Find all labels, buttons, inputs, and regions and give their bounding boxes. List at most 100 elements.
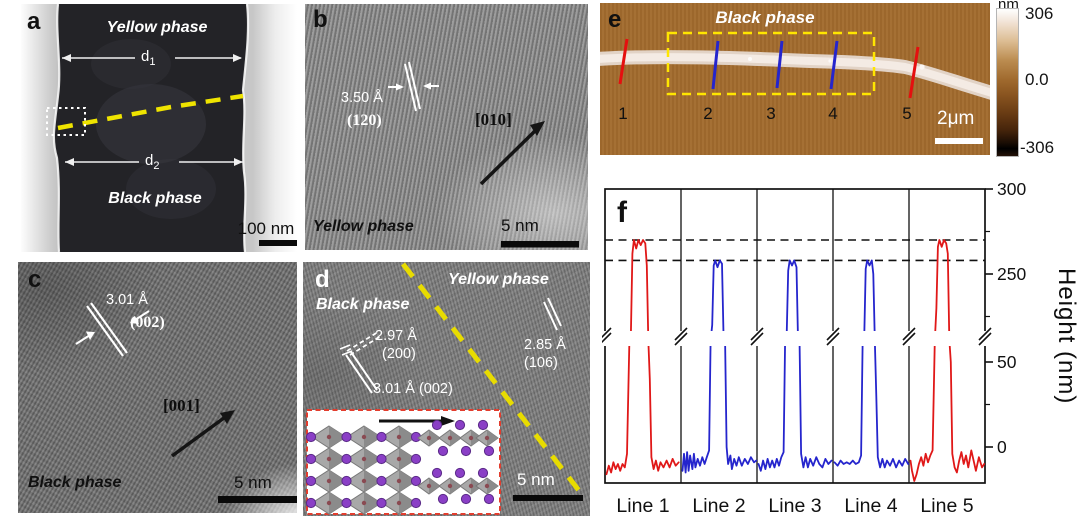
scalebar-text: 100 nm xyxy=(237,219,295,238)
cs-atom xyxy=(437,493,449,505)
axis-break-mark xyxy=(602,327,612,339)
lattice-spacing-marker xyxy=(86,305,124,357)
black-phase-label: Black phase xyxy=(715,8,815,27)
axis-break-strip xyxy=(602,331,988,346)
colorbar-max-label: 306 xyxy=(1025,4,1054,23)
octahedron-corner-sharing-shade xyxy=(364,448,381,470)
afm-colorbar-area: nm 306 0.0 -306 xyxy=(988,0,1085,168)
lattice-spacing-marker xyxy=(404,63,417,112)
octahedron-corner-sharing-shade xyxy=(399,426,416,448)
b-site-atom xyxy=(468,483,474,489)
d1-arrowhead-right xyxy=(233,54,242,62)
panel-c-label: c xyxy=(28,266,42,293)
octahedron-corner-sharing-shade xyxy=(399,470,416,492)
b-site-atom xyxy=(361,500,367,506)
b-site-atom xyxy=(326,434,332,440)
scalebar-2um xyxy=(935,138,983,144)
cs-atom xyxy=(376,475,387,487)
panel-e-label: e xyxy=(608,6,622,33)
panel-c-hrtem-black: c 3.01 Å (002) [001] Black phase 5 nm xyxy=(18,262,297,513)
plane-106-label: (106) xyxy=(524,355,558,371)
d2-width-label: d2 xyxy=(145,152,159,172)
b-site-atom xyxy=(326,500,332,506)
octahedron-edge-sharing-shade xyxy=(450,430,461,446)
d1-base: d xyxy=(141,48,150,65)
axis-break-mark xyxy=(826,332,840,346)
octahedron-corner-sharing-shade xyxy=(329,448,346,470)
b-site-atom xyxy=(396,434,402,440)
cs-atom xyxy=(454,467,466,479)
x-label-line-2: Line 2 xyxy=(692,495,745,517)
scan-line-5-red xyxy=(908,46,920,99)
octahedron-corner-sharing-shade xyxy=(399,492,416,514)
cs-atom xyxy=(460,445,472,457)
x-label-line-5: Line 5 xyxy=(920,495,973,517)
panel-e-graphics xyxy=(600,31,990,144)
b-site-atom xyxy=(426,483,432,489)
panel-e-afm-image: e Black phase 1 2 3 4 5 2μm xyxy=(600,3,990,155)
axis-break-mark xyxy=(978,332,992,346)
b-site-atom xyxy=(426,435,432,441)
lattice-spacing-marker xyxy=(90,302,128,354)
height-profile-line-2 xyxy=(681,259,758,474)
lattice-spacing-marker-002 xyxy=(345,354,373,394)
yellow-phase-label: Yellow phase xyxy=(313,218,414,235)
octahedron-corner-sharing-shade xyxy=(329,470,346,492)
y-tick-label-300: 300 xyxy=(997,182,1026,199)
scan-line-3-blue xyxy=(775,40,784,89)
inset-direction-arrowhead xyxy=(441,416,455,426)
scan-line-4-blue xyxy=(829,40,839,90)
d1-arrowhead-left xyxy=(62,54,71,62)
zoom-region-dotted-box xyxy=(46,107,86,136)
black-phase-label: Black phase xyxy=(108,190,202,207)
scalebar-text: 2μm xyxy=(937,108,975,129)
lattice-spacing-marker-002 xyxy=(350,351,378,391)
scan-line-1-red xyxy=(618,38,629,85)
octahedron-edge-sharing-shade xyxy=(429,430,440,446)
scan-line-number-3: 3 xyxy=(766,104,776,123)
spacing-arrow-lower xyxy=(75,334,91,345)
cs-atom xyxy=(376,431,387,443)
tem-mottle xyxy=(126,159,216,219)
spacing-arrow-upper xyxy=(134,310,150,321)
scalebar-5nm xyxy=(513,495,583,501)
direction-001-label: [001] xyxy=(163,396,200,415)
octahedron-corner-sharing-shade xyxy=(364,492,381,514)
colorbar-mid-label: 0.0 xyxy=(1025,70,1049,89)
octahedron-corner-sharing-shade xyxy=(399,448,416,470)
cs-atom xyxy=(341,497,352,509)
axis-break-mark xyxy=(674,327,688,341)
growth-direction-arrowhead xyxy=(220,410,235,424)
scalebar-100nm xyxy=(259,240,297,246)
cs-atom xyxy=(305,475,317,487)
b-site-atom xyxy=(361,434,367,440)
axis-break-mark xyxy=(750,327,764,341)
x-label-line-4: Line 4 xyxy=(844,495,897,517)
y-tick-label-250: 250 xyxy=(997,264,1026,284)
axis-break-mark xyxy=(826,327,840,341)
plane-200-label: (200) xyxy=(382,346,416,362)
scalebar-5nm xyxy=(501,241,579,248)
panel-f-label: f xyxy=(617,196,628,229)
octahedron-corner-sharing-shade xyxy=(364,426,381,448)
cs-atom xyxy=(477,419,489,431)
cs-atom xyxy=(410,475,422,487)
scan-line-number-2: 2 xyxy=(703,104,713,123)
phase-boundary-dashed-line xyxy=(401,262,586,499)
d2-arrowhead-right xyxy=(234,158,243,166)
cs-atom xyxy=(341,453,352,465)
y-tick-label-50: 50 xyxy=(997,352,1017,372)
cs-atom xyxy=(305,431,317,443)
cs-atom xyxy=(431,467,443,479)
panel-c-graphics xyxy=(75,302,297,503)
cs-atom xyxy=(305,453,317,465)
cs-atom xyxy=(341,475,352,487)
lattice-spacing-marker-200 xyxy=(346,331,379,352)
bright-spot xyxy=(748,57,752,61)
d1-width-label: d1 xyxy=(141,48,155,68)
cs-atom xyxy=(376,497,387,509)
panel-a-label: a xyxy=(27,8,41,35)
b-site-atom xyxy=(396,456,402,462)
cs-atom xyxy=(410,497,422,509)
d2-subscript: 2 xyxy=(153,160,160,172)
